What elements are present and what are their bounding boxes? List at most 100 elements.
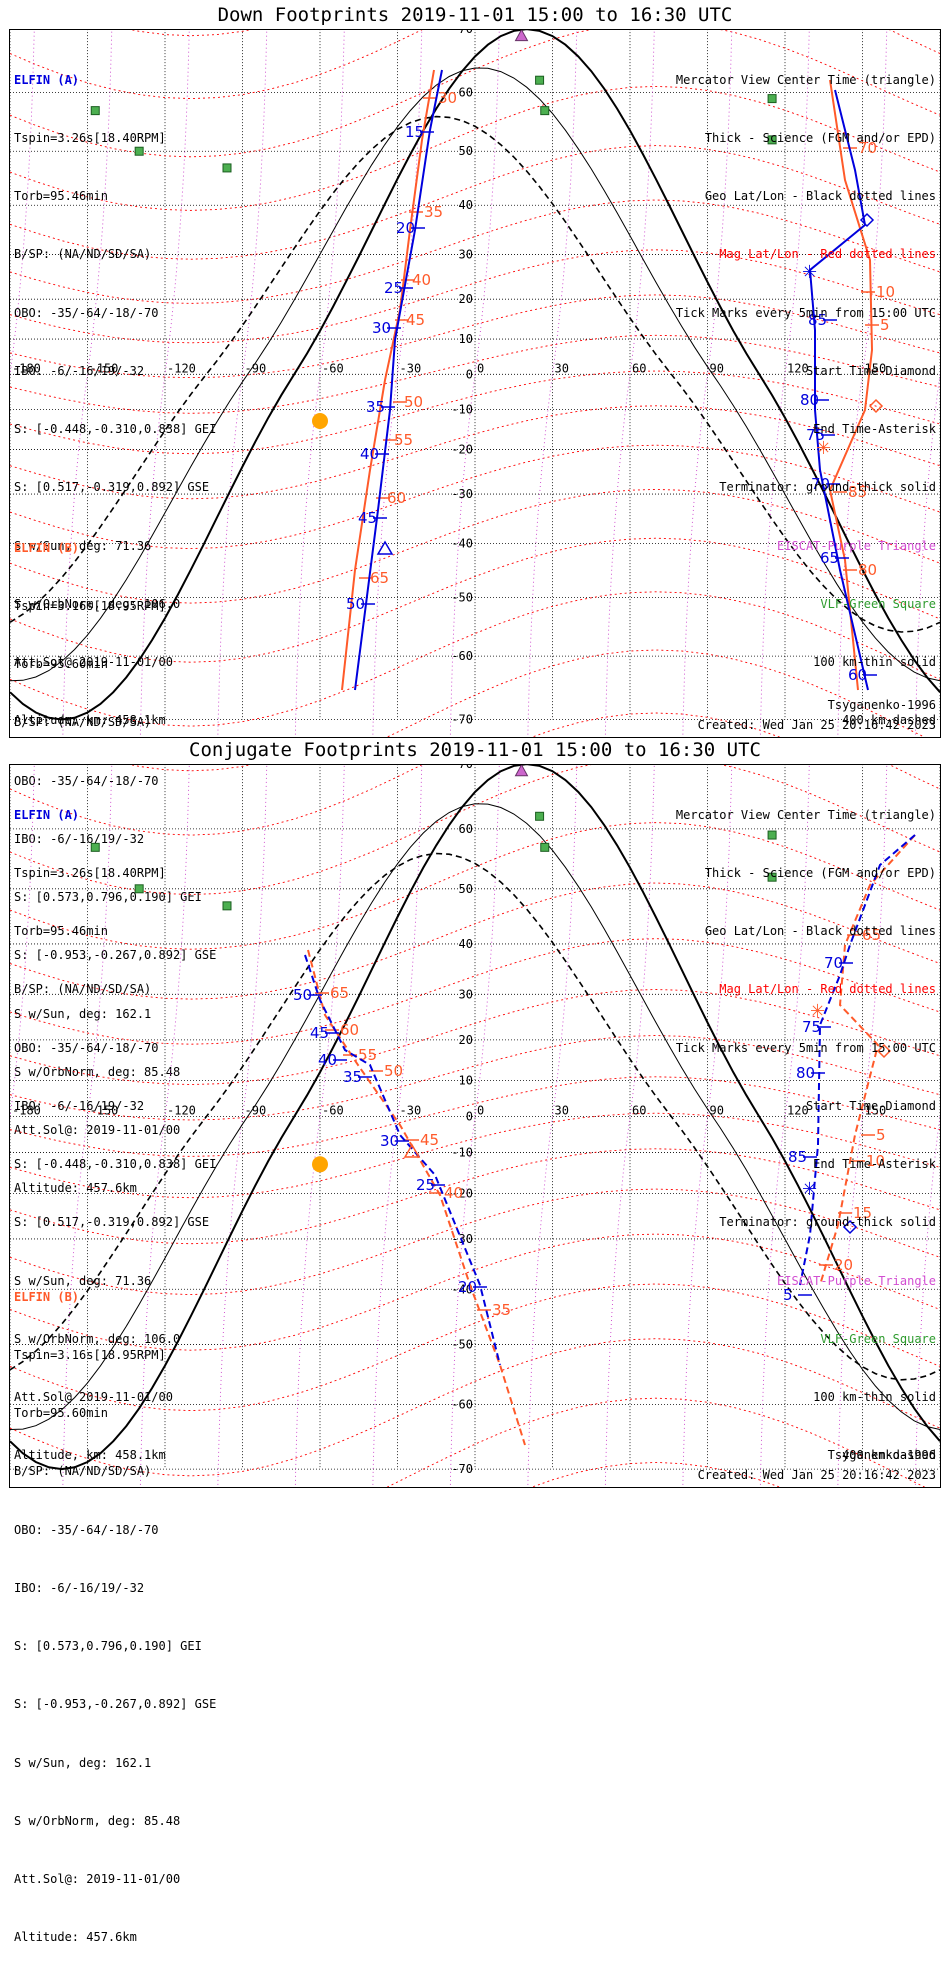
end-asterisk-icon: ✳	[802, 1179, 817, 1200]
sat-a-line: S w/OrbNorm, deg: 106.0	[14, 596, 181, 611]
track-tick-label: 80	[800, 391, 819, 409]
lon-tick-label: -60	[322, 361, 344, 375]
track-tick-label: 20	[396, 219, 415, 237]
legend-line: 100 km-thin solid	[813, 1390, 936, 1404]
lat-tick-label: -60	[451, 1397, 473, 1411]
lon-tick-label: -90	[245, 361, 267, 375]
sat-a-line: S: [0.517,-0.319,0.892] GSE	[14, 1215, 210, 1230]
sat-a-line: S: [-0.448,-0.310,0.838] GEI	[14, 1157, 217, 1172]
sat-b-line: Altitude: 457.6km	[14, 1930, 137, 1945]
mag-parallel	[10, 1076, 940, 1157]
sat-b-line: Att.Sol@: 2019-11-01/00	[14, 1872, 181, 1886]
vlf-square-icon	[767, 872, 777, 882]
lon-tick-label: -30	[400, 1104, 422, 1118]
sat-a-line: OBO: -35/-64/-18/-70	[14, 305, 159, 320]
lat-tick-label: 10	[459, 332, 473, 346]
created-label: Created: Wed Jan 25 20:16:42 2023	[697, 717, 936, 732]
track-tick-label: 70	[811, 475, 830, 493]
sat-a-line: Torb=95.46min	[14, 924, 108, 939]
lat-tick-label: -50	[451, 590, 473, 604]
legend-line: Tick Marks every 5min from 15:00 UTC	[675, 1040, 936, 1055]
track-tick-label: 45	[358, 509, 377, 527]
track-tick-label: 30	[372, 319, 391, 337]
track-tick-label: 65	[370, 569, 389, 587]
track-tick-label: 75	[802, 1018, 821, 1036]
lat-tick-label: 0	[466, 367, 473, 381]
map-canvas-down: -180-150-120-90-60-300306090120150180706…	[10, 30, 940, 737]
created-label: Created: Wed Jan 25 20:16:42 2023	[697, 1467, 936, 1482]
legend-line: VLF-Green Square	[820, 1331, 936, 1346]
sat-a-line: IBO: -6/-16/19/-32	[14, 363, 145, 378]
mag-meridian	[139, 765, 190, 1487]
sat-b-name: ELFIN (B)	[14, 540, 80, 555]
footprint-track	[799, 834, 916, 1286]
mag-meridian	[604, 765, 655, 1487]
track-tick-label: 60	[848, 666, 867, 684]
model-label: Tsyganenko-1996	[827, 698, 936, 713]
mag-meridian	[914, 1113, 940, 1487]
footprint-track	[808, 89, 869, 691]
lon-tick-label: -180	[12, 1104, 41, 1118]
legend-line: End Time-Asterisk	[813, 422, 936, 437]
sat-b-line: S: [-0.953,-0.267,0.892] GSE	[14, 948, 217, 963]
vlf-square-icon	[767, 135, 777, 145]
track-tick-label: 20	[834, 1256, 853, 1274]
mag-parallel	[10, 85, 940, 211]
vlf-square-icon	[134, 146, 144, 156]
lon-tick-label: 150	[865, 1104, 887, 1118]
lat-tick-label: 60	[459, 822, 473, 836]
lon-tick-label: -30	[400, 361, 422, 375]
legend: Mercator View Center Time (triangle) Thi…	[676, 32, 936, 769]
track-tick-label: 50	[346, 595, 365, 613]
footprint-track	[341, 69, 435, 691]
track-tick-label: 50	[384, 1062, 403, 1080]
mag-meridian	[449, 765, 500, 1487]
sat-b-line: Altitude: 457.6km	[14, 1181, 137, 1196]
lat-tick-label: -40	[451, 1282, 473, 1296]
sat-b-line: Tspin=3.16s[18.95RPM]	[14, 599, 166, 614]
mag-parallel	[10, 989, 940, 1085]
legend-line: 400 km-dashed	[842, 1448, 936, 1463]
mag-parallel	[10, 537, 940, 663]
legend-line: 400 km-dashed	[842, 713, 936, 728]
lon-tick-label: -150	[90, 1104, 119, 1118]
legend-line: Mag Lat/Lon - Red dotted lines	[719, 247, 936, 262]
vlf-square-icon	[535, 811, 545, 821]
lon-tick-label: -150	[90, 361, 119, 375]
mag-parallel	[10, 30, 940, 100]
panel-title-down: Down Footprints 2019-11-01 15:00 to 16:3…	[217, 4, 733, 26]
lon-tick-label: -60	[322, 1104, 344, 1118]
sat-a-line: Altitude, km: 458.1km	[14, 713, 166, 728]
mag-parallel	[10, 1283, 940, 1412]
sat-a-line: Tspin=3.26s[18.40RPM]	[14, 131, 166, 146]
mag-parallel	[10, 334, 940, 414]
footprint-track	[828, 79, 874, 691]
track-tick-label: 85	[848, 483, 867, 501]
lon-tick-label: -90	[245, 1104, 267, 1118]
track-tick-label: 70	[858, 139, 877, 157]
center-time-triangle-icon	[376, 540, 394, 555]
mag-parallel	[386, 649, 926, 737]
vlf-square-icon	[134, 884, 144, 894]
sat-b-line: IBO: -6/-16/19/-32	[14, 1580, 145, 1595]
model-label: Tsyganenko-1996	[827, 1448, 936, 1463]
terminator-ground	[10, 765, 940, 1471]
footer-info: Tsyganenko-1996 Created: Wed Jan 25 20:1…	[698, 1446, 936, 1485]
legend-line: Thick - Science (FGM and/or EPD)	[704, 131, 936, 146]
track-tick-label: 35	[492, 1301, 511, 1319]
lat-tick-label: 30	[459, 248, 473, 262]
vlf-square-icon	[222, 901, 232, 911]
lon-tick-label: 0	[477, 361, 484, 375]
map-panel-conjugate: -180-150-120-90-60-300306090120150180706…	[9, 764, 941, 1944]
track-tick-label: 60	[340, 1021, 359, 1039]
track-tick-label: 55	[394, 431, 413, 449]
footprint-track	[304, 954, 501, 1366]
lon-tick-label: 30	[555, 361, 569, 375]
vlf-square-icon	[767, 94, 777, 104]
panel-title-conjugate: Conjugate Footprints 2019-11-01 15:00 to…	[189, 739, 761, 761]
mag-meridian	[837, 765, 888, 1487]
map-canvas-conjugate: -180-150-120-90-60-300306090120150180706…	[10, 765, 940, 1487]
mag-parallel	[10, 1233, 940, 1351]
track-tick-label: 45	[420, 1131, 439, 1149]
sat-b-line: Torb=95.60min	[14, 657, 108, 672]
